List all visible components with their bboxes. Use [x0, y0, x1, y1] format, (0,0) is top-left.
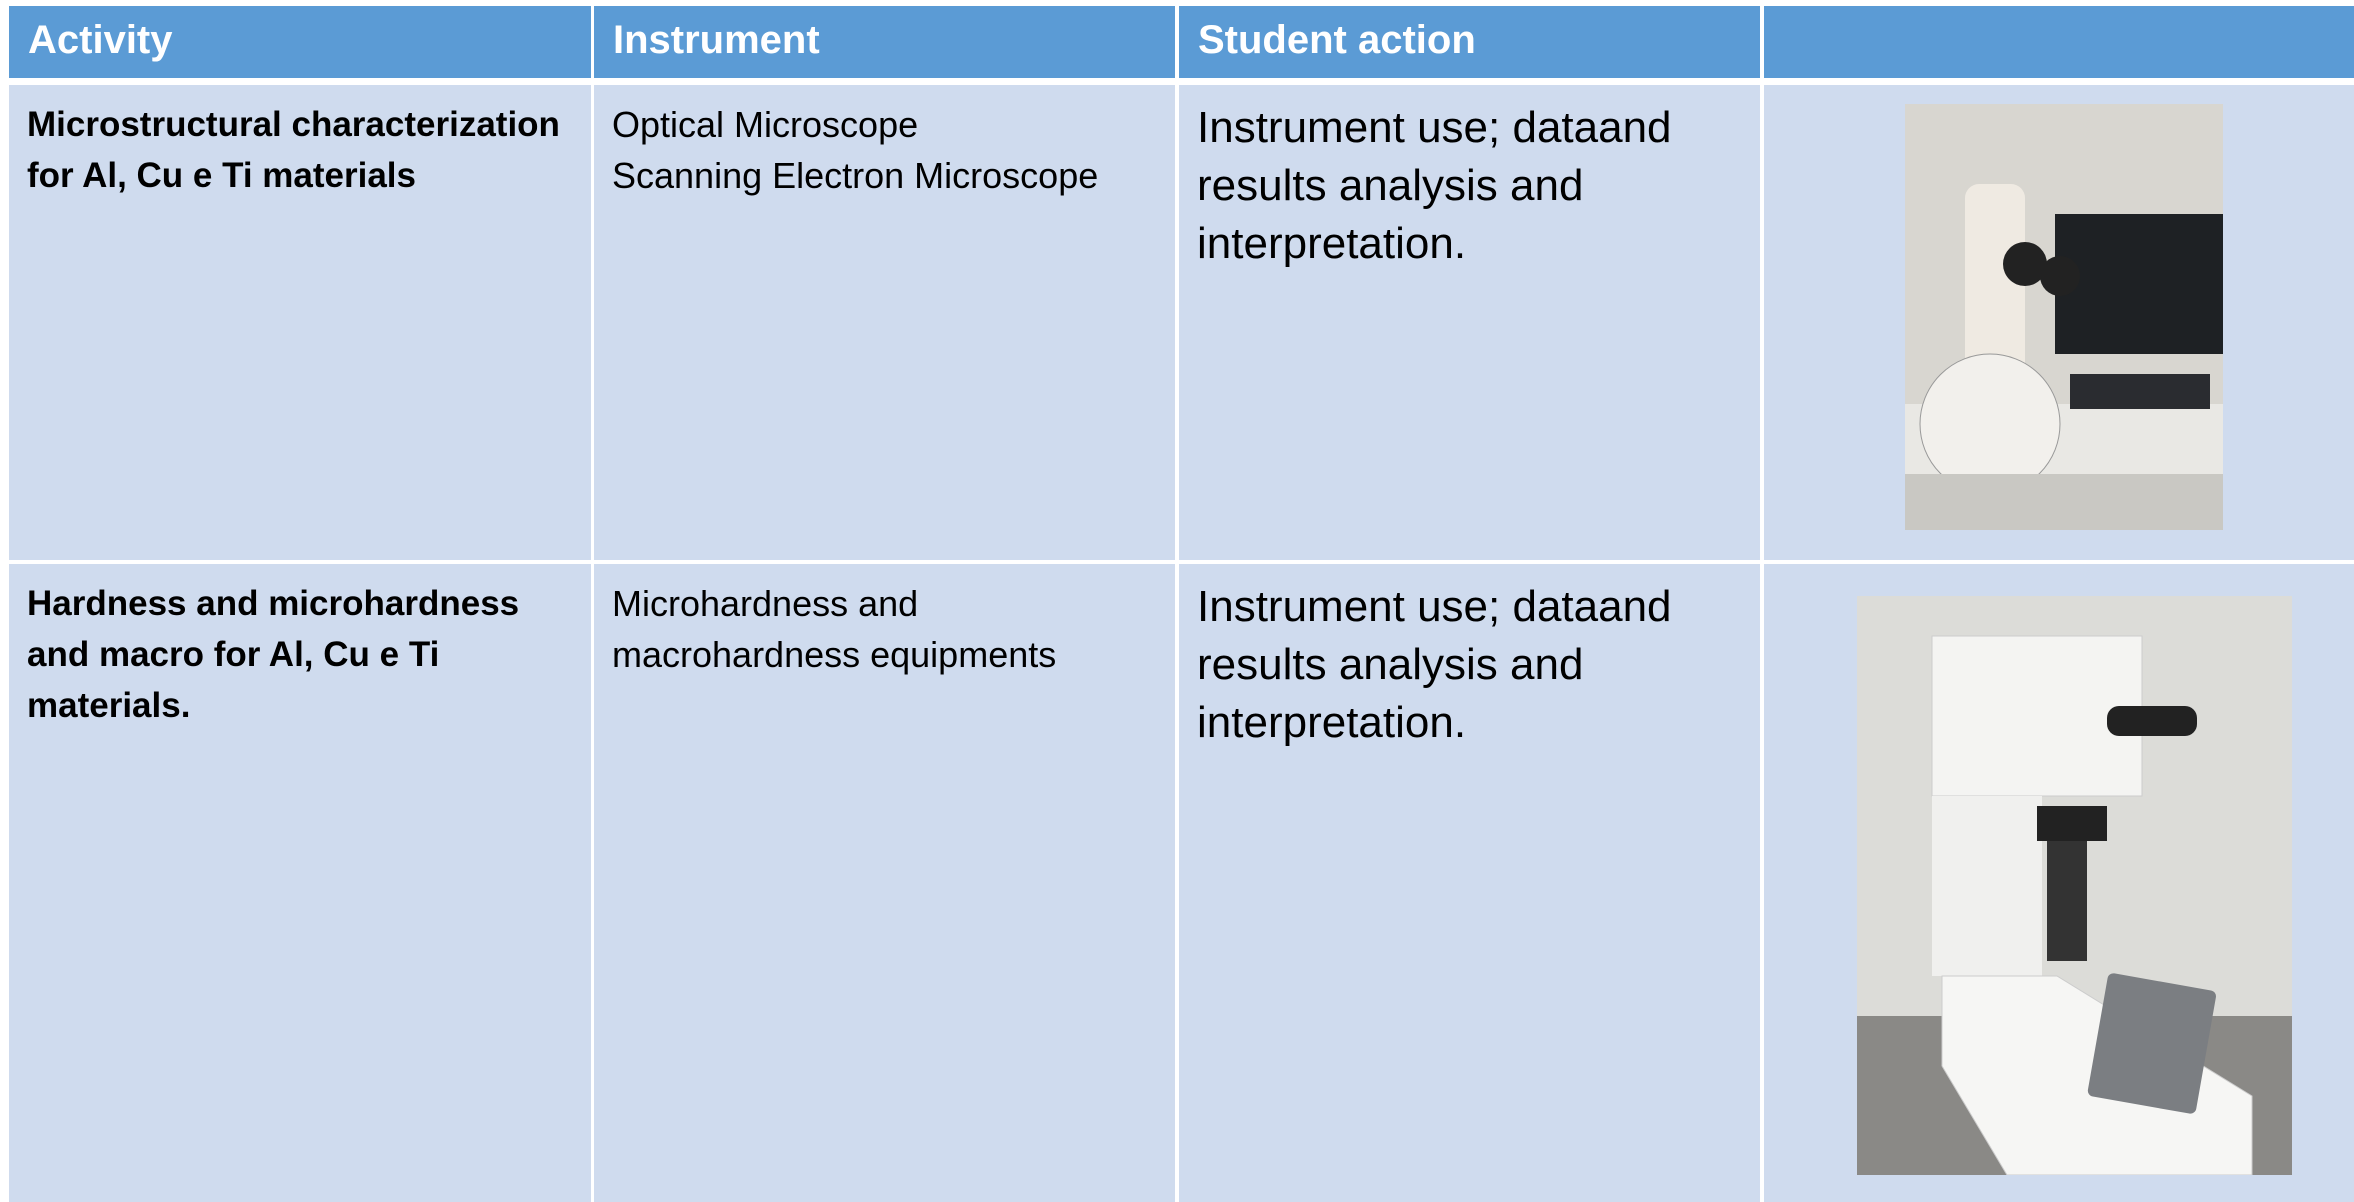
header-cell: Activity	[9, 6, 591, 78]
action-cell: Instrument use; dataand results analysis…	[1179, 564, 1760, 1202]
action-cell: Instrument use; dataand results analysis…	[1179, 85, 1760, 560]
instrument: Optical Microscope	[612, 104, 919, 145]
header-cell: Instrument	[594, 6, 1175, 78]
header-cell	[1764, 6, 2354, 78]
instrument-cell: Microhardness and macrohardness equipmen…	[594, 564, 1175, 1202]
instrument: Scanning Electron Microscope	[612, 155, 1099, 196]
activity-cell: Hardness and microhardness and macro for…	[9, 564, 591, 1202]
instrument-cell: Optical Microscope Scanning Electron Mic…	[594, 85, 1175, 560]
microscope-photo	[1905, 104, 2223, 530]
activity-cell: Microstructural characterization for Al,…	[9, 85, 591, 560]
instrument: Microhardness and macrohardness equipmen…	[612, 583, 1057, 675]
header-cell: Student action	[1179, 6, 1760, 78]
hardness-tester-photo	[1857, 596, 2292, 1175]
